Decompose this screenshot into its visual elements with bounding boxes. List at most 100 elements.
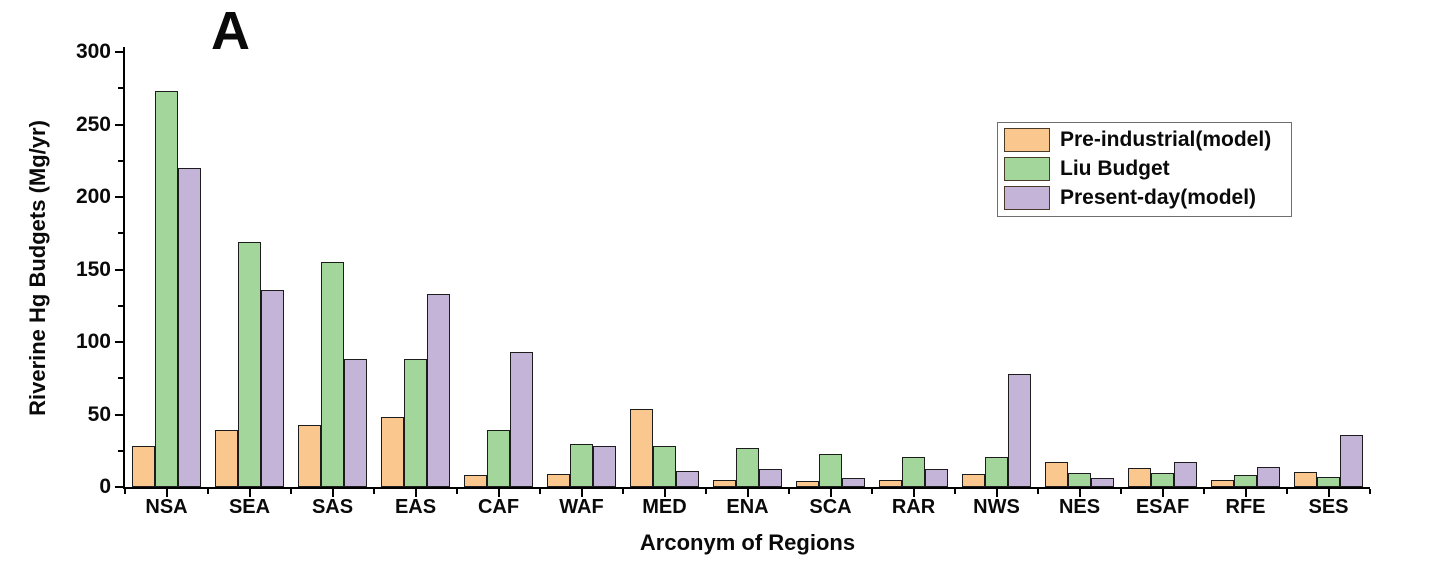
y-axis-major-tick <box>115 341 123 343</box>
bar-pre-industrial-model--sca <box>795 481 819 487</box>
x-category-label-sas: SAS <box>311 496 354 518</box>
x-category-label-sca: SCA <box>809 496 852 518</box>
x-axis-major-tick <box>1161 489 1164 497</box>
bar-pre-industrial-model--waf <box>546 473 570 487</box>
y-axis-tick-label: 250 <box>75 112 111 136</box>
x-axis-minor-tick <box>1286 489 1288 494</box>
x-axis-minor-tick <box>207 489 209 494</box>
bar-liu-budget-waf <box>569 443 594 487</box>
legend: Pre-industrial(model) Liu Budget Present… <box>997 122 1292 217</box>
x-axis-minor-tick <box>456 489 458 494</box>
x-axis-minor-tick <box>871 489 873 494</box>
bar-present-day-model--nes <box>1091 477 1115 487</box>
bar-liu-budget-med <box>652 445 677 487</box>
x-axis-minor-tick <box>705 489 707 494</box>
legend-item-present-day: Present-day(model) <box>1004 185 1285 211</box>
bar-liu-budget-sca <box>818 454 843 487</box>
x-axis-major-tick <box>497 489 500 497</box>
bar-pre-industrial-model--nsa <box>131 446 155 487</box>
x-axis-major-tick <box>829 489 832 497</box>
y-axis-major-tick <box>115 123 123 126</box>
bar-pre-industrial-model--sea <box>214 430 238 487</box>
y-axis-major-tick <box>115 51 123 53</box>
x-category-label-med: MED <box>642 496 687 518</box>
y-axis-minor-tick <box>118 449 123 452</box>
x-category-label-rfe: RFE <box>1225 496 1266 518</box>
x-axis-major-tick <box>580 489 583 497</box>
bar-present-day-model--ses <box>1340 434 1364 487</box>
x-axis-title: Arconym of Regions <box>639 530 856 555</box>
x-axis-minor-tick <box>1369 489 1371 494</box>
y-axis-minor-tick <box>118 87 123 90</box>
bar-liu-budget-sea <box>237 241 262 487</box>
x-axis-major-tick <box>663 489 666 497</box>
bar-liu-budget-esaf <box>1150 473 1175 487</box>
bar-present-day-model--nsa <box>178 168 202 487</box>
y-axis-line <box>123 47 125 489</box>
x-axis-major-tick <box>1244 489 1247 497</box>
bar-liu-budget-sas <box>320 262 345 487</box>
bar-pre-industrial-model--rar <box>878 479 902 487</box>
x-axis-major-tick <box>414 489 417 497</box>
bar-pre-industrial-model--esaf <box>1127 468 1151 487</box>
x-axis-minor-tick <box>1120 489 1122 494</box>
y-axis-minor-tick <box>118 304 123 307</box>
x-axis-major-tick <box>1078 489 1081 497</box>
bar-liu-budget-ses <box>1316 476 1341 487</box>
x-axis-minor-tick <box>373 489 375 494</box>
x-category-label-esaf: ESAF <box>1135 496 1190 518</box>
bar-pre-industrial-model--ena <box>712 479 736 487</box>
bar-pre-industrial-model--rfe <box>1210 480 1234 487</box>
bar-present-day-model--rfe <box>1257 467 1281 487</box>
bar-liu-budget-rfe <box>1233 474 1258 487</box>
y-axis-minor-tick <box>118 377 123 380</box>
bar-present-day-model--sea <box>261 289 285 487</box>
x-category-label-rar: RAR <box>891 496 936 518</box>
bar-present-day-model--rar <box>925 468 949 487</box>
bar-present-day-model--esaf <box>1174 462 1198 487</box>
x-category-label-waf: WAF <box>559 496 604 518</box>
bar-liu-budget-ena <box>735 447 760 487</box>
y-axis-tick-label: 0 <box>99 475 111 498</box>
x-axis-minor-tick <box>788 489 790 494</box>
legend-swatch-pre-industrial <box>1004 128 1050 152</box>
bar-present-day-model--sas <box>344 359 368 487</box>
x-axis-major-tick <box>331 489 334 497</box>
bar-pre-industrial-model--sas <box>297 424 321 487</box>
x-axis-major-tick <box>248 489 251 497</box>
x-category-label-caf: CAF <box>477 496 520 518</box>
x-axis-minor-tick <box>1037 489 1039 494</box>
legend-swatch-liu-budget <box>1004 157 1050 181</box>
legend-label: Present-day(model) <box>1060 186 1257 209</box>
y-axis-major-tick <box>115 486 123 488</box>
x-category-label-ena: ENA <box>726 496 769 518</box>
bar-liu-budget-eas <box>403 359 428 487</box>
bar-pre-industrial-model--caf <box>463 474 487 487</box>
figure-panel-label: A <box>211 1 250 61</box>
bar-present-day-model--ena <box>759 468 783 487</box>
x-category-label-nws: NWS <box>973 496 1020 518</box>
legend-label: Pre-industrial(model) <box>1060 128 1272 151</box>
x-axis-major-tick <box>746 489 749 497</box>
y-axis-tick-label: 50 <box>87 402 111 426</box>
bar-pre-industrial-model--ses <box>1293 471 1317 487</box>
y-axis-major-tick <box>115 196 123 198</box>
bar-liu-budget-nsa <box>154 91 179 487</box>
x-axis-major-tick <box>1327 489 1330 497</box>
bar-present-day-model--waf <box>593 446 617 487</box>
x-category-label-nsa: NSA <box>145 496 188 518</box>
legend-item-liu-budget: Liu Budget <box>1004 156 1285 182</box>
bar-liu-budget-caf <box>486 430 511 487</box>
y-axis-minor-tick <box>118 159 123 162</box>
bar-liu-budget-rar <box>901 456 926 487</box>
bar-liu-budget-nws <box>984 456 1009 487</box>
x-axis-minor-tick <box>954 489 956 494</box>
y-axis-title: Riverine Hg Budgets (Mg/yr) <box>25 120 50 416</box>
bar-present-day-model--nws <box>1008 373 1032 487</box>
x-category-label-eas: EAS <box>394 496 437 518</box>
x-axis-minor-tick <box>1203 489 1205 494</box>
bar-pre-industrial-model--nws <box>961 473 985 487</box>
bar-present-day-model--caf <box>510 352 534 487</box>
x-axis-minor-tick <box>539 489 541 494</box>
